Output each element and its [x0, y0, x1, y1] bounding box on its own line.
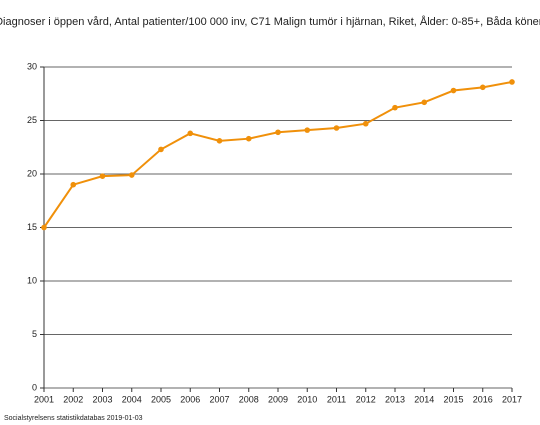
- y-tick-label: 5: [32, 329, 37, 339]
- data-point: [158, 146, 164, 153]
- data-point: [362, 120, 369, 127]
- y-tick-label: 20: [27, 168, 37, 178]
- data-point: [450, 87, 457, 94]
- x-tick-label: 2016: [473, 394, 493, 404]
- y-tick-label: 15: [27, 222, 37, 232]
- data-point: [187, 130, 194, 137]
- x-tick-label: 2014: [414, 394, 434, 404]
- x-tick-label: 2015: [443, 394, 463, 404]
- data-point: [479, 84, 486, 91]
- x-tick-label: 2004: [122, 394, 142, 404]
- x-tick-label: 2010: [297, 394, 317, 404]
- data-line: [43, 80, 513, 229]
- x-tick-label: 2005: [151, 394, 171, 404]
- x-tick-label: 2002: [63, 394, 83, 404]
- data-point: [216, 138, 223, 144]
- chart-title: Diagnoser i öppen vård, Antal patienter/…: [0, 15, 540, 28]
- x-tick-label: 2006: [180, 394, 200, 404]
- data-point: [421, 99, 428, 106]
- y-tick-label: 30: [27, 61, 37, 71]
- y-tick-label: 0: [32, 382, 37, 392]
- y-tick-label: 25: [27, 115, 37, 125]
- source-note: Socialstyrelsens statistikdatabas 2019-0…: [4, 415, 143, 422]
- data-point: [128, 172, 135, 178]
- x-tick-label: 2017: [502, 394, 522, 404]
- y-tick-label: 10: [27, 275, 37, 285]
- data-point: [275, 129, 281, 136]
- x-tick-label: 2008: [239, 394, 259, 404]
- x-tick-label: 2013: [385, 394, 405, 404]
- x-tick-label: 2012: [356, 394, 376, 404]
- x-tick-label: 2011: [327, 394, 346, 404]
- data-point: [392, 104, 398, 111]
- x-tick-label: 2007: [209, 394, 229, 404]
- data-point: [99, 173, 106, 179]
- x-tick-label: 2009: [268, 394, 288, 404]
- data-point: [41, 224, 47, 231]
- data-point: [333, 125, 340, 131]
- x-tick-label: 2001: [34, 394, 54, 404]
- data-point: [70, 181, 77, 188]
- x-tick-label: 2003: [92, 394, 112, 404]
- data-point: [509, 79, 515, 85]
- data-point: [245, 135, 252, 142]
- data-point: [304, 127, 311, 133]
